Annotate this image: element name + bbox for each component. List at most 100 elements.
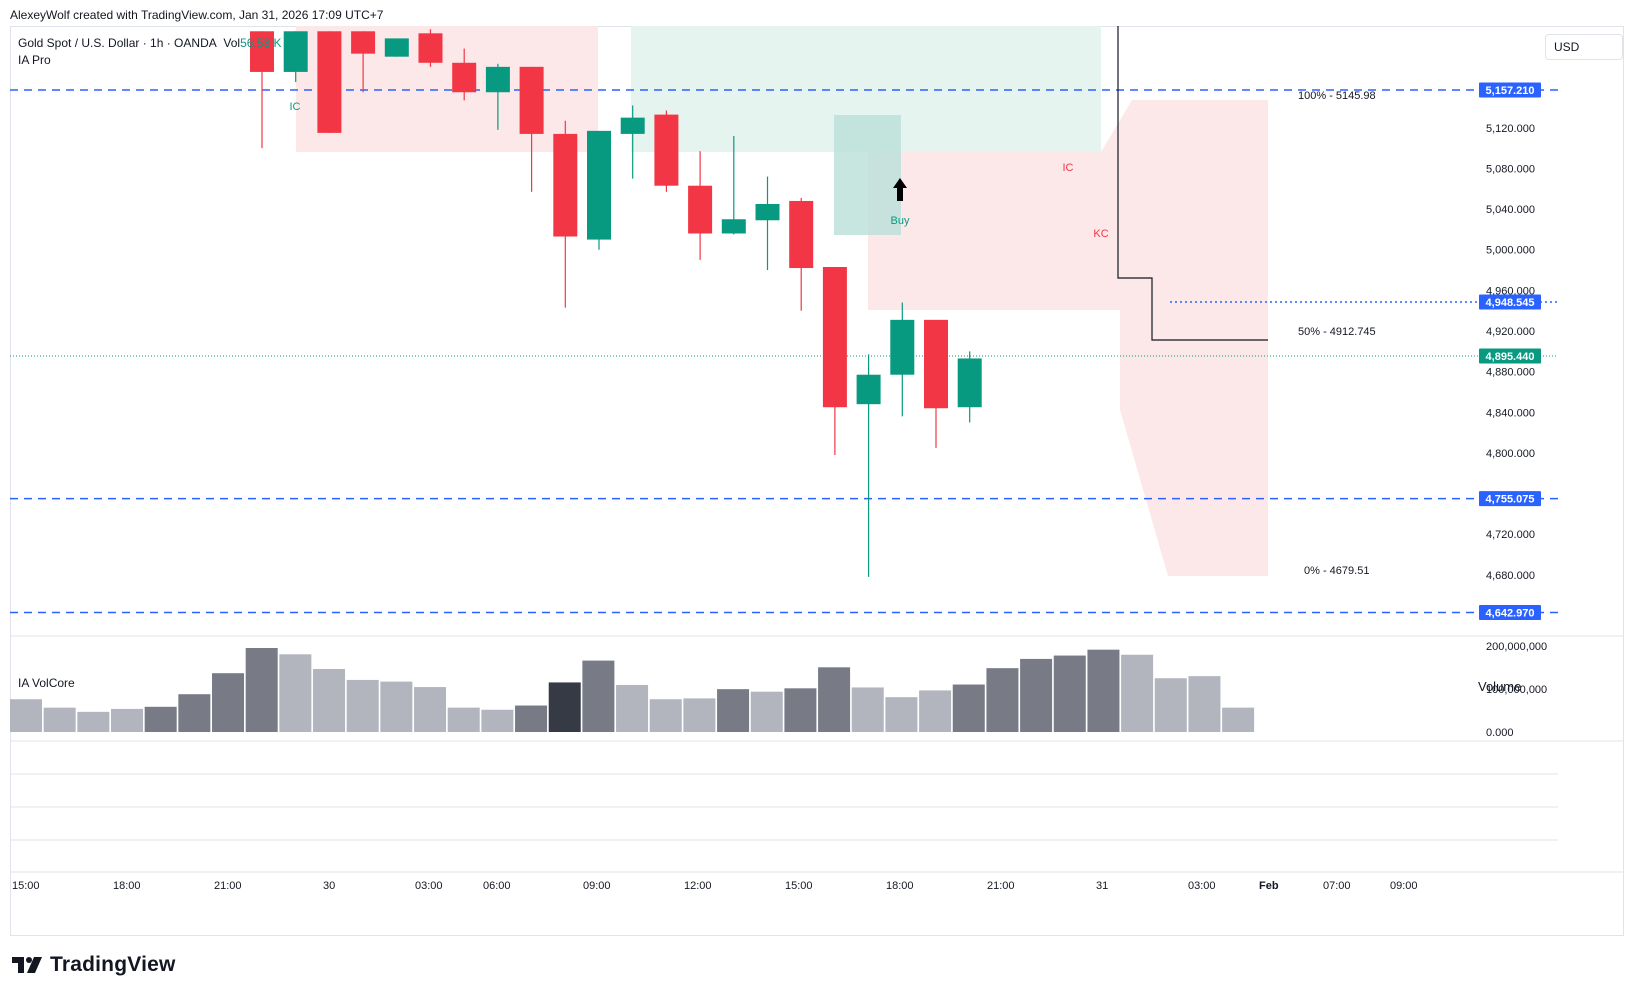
symbol-title: Gold Spot / U.S. Dollar · 1h · OANDA xyxy=(18,36,217,50)
volume-bar xyxy=(818,667,851,732)
candle-body xyxy=(519,66,544,134)
indicator-name[interactable]: IA Pro xyxy=(18,53,51,67)
volume-bar xyxy=(77,711,110,732)
buy-arrow-icon xyxy=(893,178,907,201)
candle-body xyxy=(789,200,814,269)
fib-zone xyxy=(868,100,1268,576)
time-tick-label: 18:00 xyxy=(886,880,914,892)
volume-bar xyxy=(986,668,1019,732)
volume-bar xyxy=(10,699,42,732)
candle-body xyxy=(924,319,948,409)
volume-bar xyxy=(1121,654,1154,732)
volume-bar xyxy=(1020,658,1053,732)
tradingview-logo-text: TradingView xyxy=(50,953,176,976)
volume-axis-label: Volume xyxy=(1478,679,1522,694)
volume-bar xyxy=(683,698,716,732)
volume-bar xyxy=(279,654,312,732)
volume-bar xyxy=(1087,649,1120,732)
time-tick-label: 03:00 xyxy=(1188,880,1216,892)
time-tick-label: 18:00 xyxy=(113,880,141,892)
volume-bar xyxy=(515,705,548,732)
candle-body xyxy=(317,31,342,133)
time-tick-label: 09:00 xyxy=(583,880,611,892)
candle-body xyxy=(553,133,578,237)
volume-bar xyxy=(582,660,615,732)
candle-body xyxy=(822,267,847,408)
time-tick-label: 15:00 xyxy=(12,880,40,892)
price-tick-label: 4,840.000 xyxy=(1486,407,1535,419)
price-tag xyxy=(1479,348,1541,364)
price-tick-label: 5,000.000 xyxy=(1486,245,1535,257)
volume-bar xyxy=(144,706,177,732)
candle-body xyxy=(957,358,982,408)
volume-bar xyxy=(885,697,918,732)
price-tag xyxy=(1479,82,1541,98)
volume-bar xyxy=(1188,676,1221,732)
volume-bar xyxy=(851,687,884,732)
price-tick-label: 4,680.000 xyxy=(1486,570,1535,582)
time-tick-label: 31 xyxy=(1096,880,1108,892)
volume-tick-label: 200,000,000 xyxy=(1486,641,1547,653)
candle-body xyxy=(452,62,477,93)
fib-label: 100% - 5145.98 xyxy=(1298,90,1376,102)
time-tick-label: Feb xyxy=(1259,880,1279,892)
price-pane: IC Buy IC KC 100% - 5145.98 50% - 4912.745 0% … xyxy=(10,26,1558,614)
fib-label: 50% - 4912.745 xyxy=(1298,326,1376,338)
annotation-label: IC xyxy=(1063,162,1074,174)
time-tick-label: 12:00 xyxy=(684,880,712,892)
currency-button[interactable]: USD xyxy=(1545,34,1623,60)
volume-pane-title[interactable]: IA VolCore xyxy=(18,676,75,690)
volume-bar xyxy=(649,699,682,732)
candle-body xyxy=(620,117,645,134)
candle-body xyxy=(721,219,746,234)
volume-tick-label: 100,000,000 xyxy=(1486,684,1547,696)
candle-body xyxy=(654,114,679,186)
candle-body xyxy=(351,31,376,54)
volume-bar xyxy=(750,691,783,732)
time-tick-label: 06:00 xyxy=(483,880,511,892)
price-tick-label: 5,040.000 xyxy=(1486,204,1535,216)
candle-body xyxy=(418,33,443,63)
chart-credit: AlexeyWolf created with TradingView.com,… xyxy=(10,8,384,22)
time-tick-label: 03:00 xyxy=(415,880,443,892)
volume-bar xyxy=(313,669,346,732)
volume-bar xyxy=(380,681,413,732)
volume-bar xyxy=(1154,678,1187,732)
volume-bar xyxy=(346,679,379,732)
annotation-label: KC xyxy=(1093,228,1108,240)
time-tick-label: 15:00 xyxy=(785,880,813,892)
volume-bar xyxy=(245,648,278,732)
volume-bar xyxy=(1053,655,1086,732)
volume-tick-label: 0.000 xyxy=(1486,727,1514,739)
price-tag-label: 4,895.440 xyxy=(1486,351,1535,363)
candle-body xyxy=(587,130,611,240)
time-tick-label: 09:00 xyxy=(1390,880,1418,892)
price-tag-label: 4,642.970 xyxy=(1486,608,1535,620)
volume-bar xyxy=(1222,707,1255,732)
time-tick-label: 07:00 xyxy=(1323,880,1351,892)
price-tick-label: 4,920.000 xyxy=(1486,326,1535,338)
candle-body xyxy=(856,374,881,405)
volume-bar xyxy=(784,688,817,732)
volume-bar xyxy=(111,708,144,732)
supply-zone-1 xyxy=(296,26,598,152)
price-tag xyxy=(1479,294,1541,310)
volume-bar xyxy=(43,707,76,732)
price-tick-label: 5,120.000 xyxy=(1486,123,1535,135)
buy-box xyxy=(834,115,901,235)
symbol-legend[interactable]: Gold Spot / U.S. Dollar · 1h · OANDA Vol… xyxy=(18,36,281,50)
candle-body xyxy=(250,31,274,72)
volume-bar xyxy=(717,689,750,732)
volume-bar xyxy=(447,707,480,732)
tradingview-logo[interactable]: TradingView xyxy=(12,953,176,977)
price-tick-label: 4,720.000 xyxy=(1486,529,1535,541)
volume-bar xyxy=(919,690,952,732)
volume-bar xyxy=(212,673,245,732)
time-tick-label: 30 xyxy=(323,880,335,892)
price-tick-label: 4,960.000 xyxy=(1486,285,1535,297)
price-tag-label: 4,948.545 xyxy=(1486,297,1535,309)
volume-label: Vol xyxy=(223,36,241,50)
volume-value: 56.53 K xyxy=(240,36,282,50)
candle-body xyxy=(384,38,409,57)
